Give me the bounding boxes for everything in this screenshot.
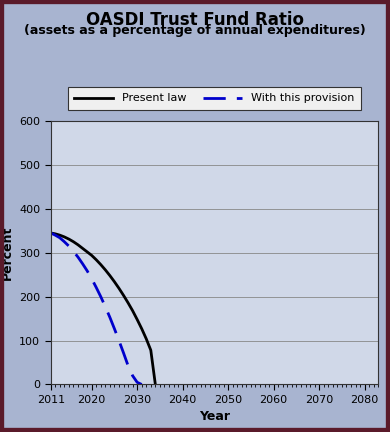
Present law <box>80 246 85 251</box>
Text: OASDI Trust Fund Ratio: OASDI Trust Fund Ratio <box>86 11 304 29</box>
Line: Present law: Present law <box>51 233 155 384</box>
Y-axis label: Percent: Percent <box>1 226 14 280</box>
Present law <box>153 382 158 387</box>
With this provision <box>112 326 117 331</box>
Present law <box>108 273 112 278</box>
With this provision <box>85 268 89 273</box>
Present law <box>48 230 53 235</box>
Present law <box>149 348 153 353</box>
With this provision <box>53 232 58 238</box>
Present law <box>98 262 103 267</box>
With this provision <box>71 249 76 254</box>
Present law <box>144 336 149 341</box>
With this provision <box>126 363 130 368</box>
Present law <box>112 279 117 284</box>
Legend: Present law, With this provision: Present law, With this provision <box>68 87 361 110</box>
With this provision <box>117 338 121 343</box>
Present law <box>139 326 144 331</box>
With this provision <box>98 294 103 299</box>
Present law <box>117 286 121 291</box>
Present law <box>130 308 135 313</box>
With this provision <box>62 239 67 245</box>
Present law <box>57 232 62 238</box>
Present law <box>71 239 76 245</box>
Present law <box>121 293 126 298</box>
With this provision <box>94 285 99 290</box>
With this provision <box>139 382 144 387</box>
Present law <box>135 317 140 322</box>
With this provision <box>130 373 135 378</box>
Text: (assets as a percentage of annual expenditures): (assets as a percentage of annual expend… <box>24 24 366 37</box>
With this provision <box>76 254 80 260</box>
With this provision <box>80 261 85 266</box>
Line: With this provision: With this provision <box>51 233 142 384</box>
With this provision <box>48 230 53 235</box>
With this provision <box>103 304 108 309</box>
With this provision <box>89 276 94 281</box>
Present law <box>94 257 99 262</box>
Present law <box>53 231 58 236</box>
With this provision <box>57 235 62 240</box>
Present law <box>89 253 94 258</box>
With this provision <box>121 350 126 356</box>
With this provision <box>135 380 140 385</box>
Present law <box>103 267 108 273</box>
Present law <box>62 234 67 239</box>
With this provision <box>108 314 112 320</box>
Present law <box>76 242 80 248</box>
With this provision <box>67 244 71 249</box>
Present law <box>67 236 71 241</box>
Present law <box>85 249 89 254</box>
Present law <box>126 300 130 305</box>
X-axis label: Year: Year <box>199 410 230 423</box>
